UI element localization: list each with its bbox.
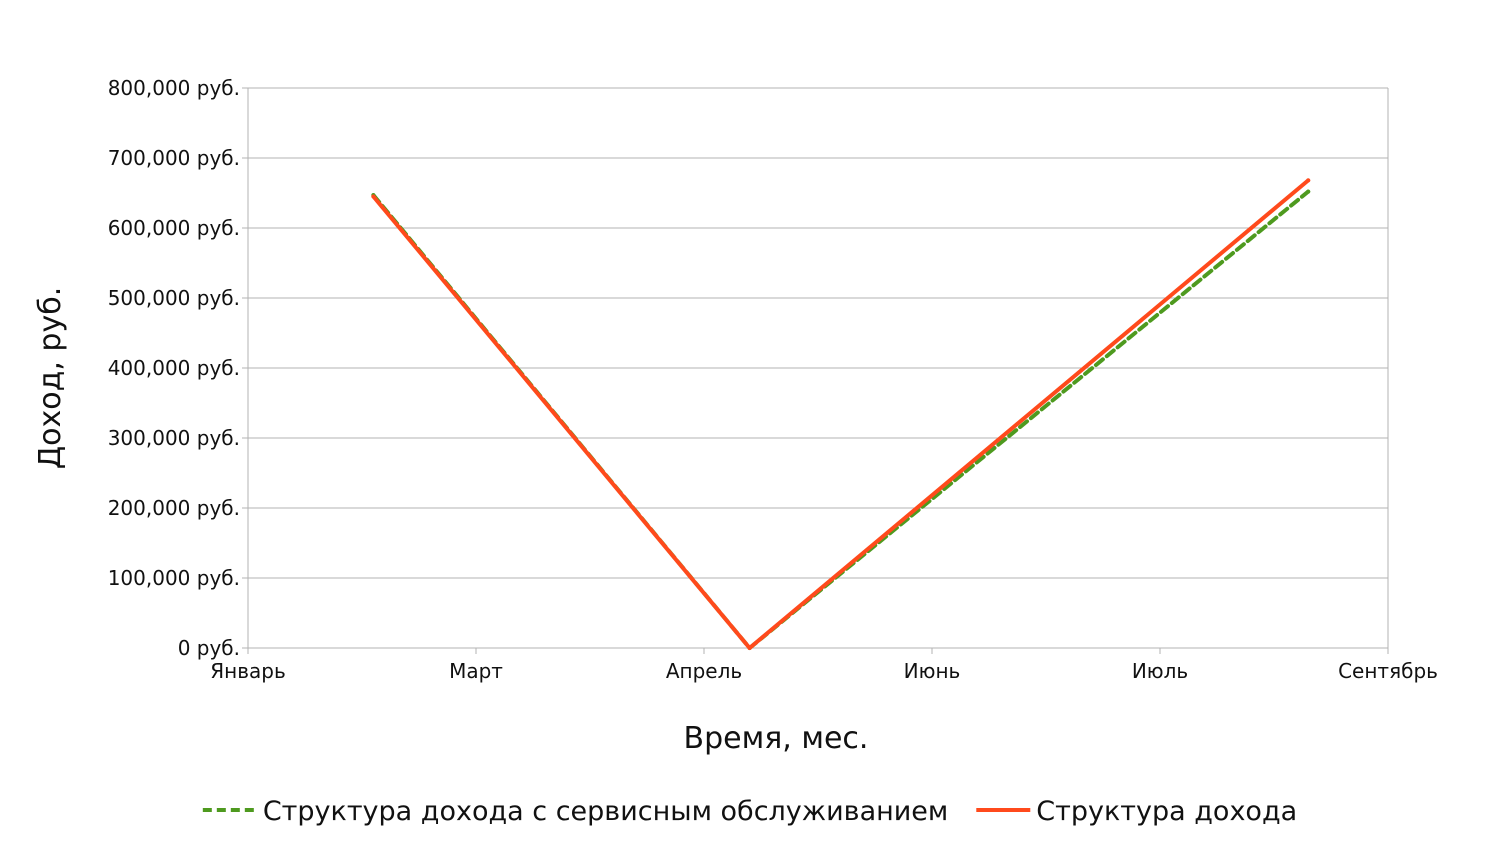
grid-lines — [248, 87, 1388, 579]
data-point — [747, 646, 752, 650]
x-axis-title: Время, мес. — [684, 721, 869, 756]
legend-label: Структура дохода — [1036, 796, 1297, 827]
x-tick-label: Сентябрь — [1338, 659, 1438, 683]
axes — [242, 87, 1389, 654]
y-tick-label: 500,000 руб. — [108, 286, 240, 310]
x-tick-label: Март — [449, 659, 503, 683]
y-tick-label: 400,000 руб. — [108, 356, 240, 380]
data-series — [371, 178, 1311, 650]
data-point — [371, 194, 376, 199]
legend: Структура дохода с сервисным обслуживани… — [202, 796, 1297, 827]
x-tick-label: Июль — [1132, 659, 1188, 683]
y-tick-label: 300,000 руб. — [108, 426, 240, 450]
x-tick-label: Июнь — [904, 659, 961, 683]
y-tick-label: 100,000 руб. — [108, 566, 240, 590]
data-point — [1306, 189, 1311, 194]
tick-labels: 0 руб. 100,000 руб. 200,000 руб. 300,000 ру… — [108, 76, 1438, 683]
y-axis-title: Доход, руб. — [33, 287, 68, 470]
x-tick-label: Январь — [210, 659, 286, 683]
y-tick-label: 600,000 руб. — [108, 216, 240, 240]
y-tick-label: 800,000 руб. — [108, 76, 240, 100]
data-point — [1306, 178, 1311, 183]
legend-label: Структура дохода с сервисным обслуживани… — [263, 796, 948, 827]
x-tick-label: Апрель — [666, 659, 742, 683]
series-line-1 — [371, 189, 1311, 650]
legend-item: Структура дохода с сервисным обслуживани… — [202, 796, 948, 827]
y-tick-label: 700,000 руб. — [108, 146, 240, 170]
legend-item: Структура дохода — [976, 796, 1297, 827]
y-tick-label: 0 руб. — [178, 636, 240, 660]
y-tick-label: 200,000 руб. — [108, 496, 240, 520]
